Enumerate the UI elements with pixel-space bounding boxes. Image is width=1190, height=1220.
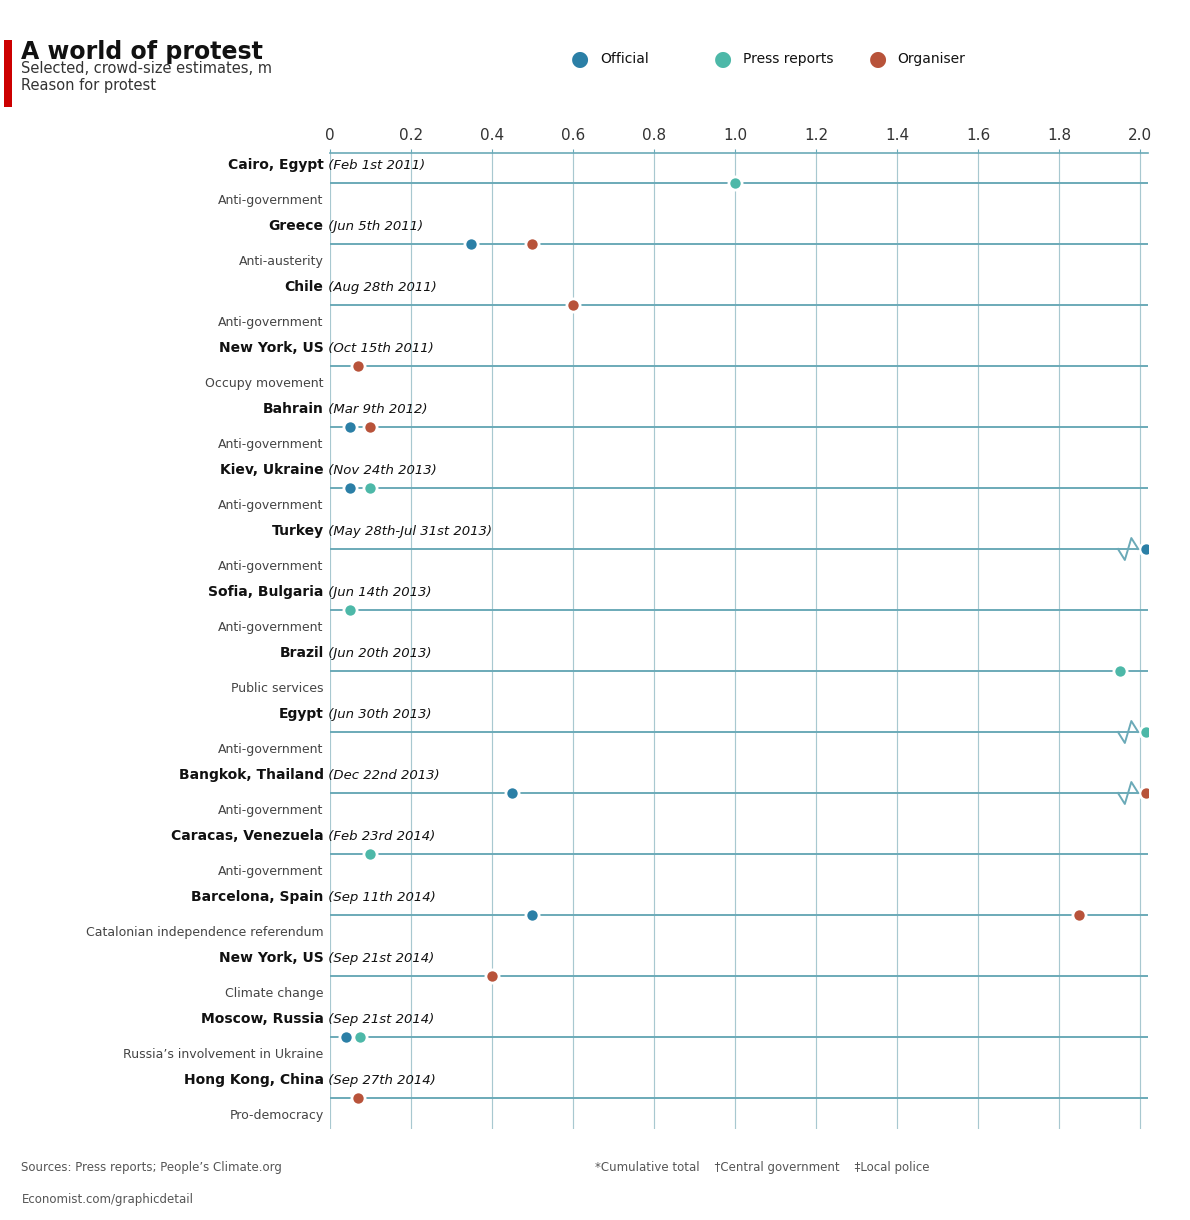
Text: A world of protest: A world of protest [21,40,263,65]
Text: Anti-government: Anti-government [218,865,324,878]
Text: (Sep 21st 2014): (Sep 21st 2014) [324,1013,434,1026]
Text: ●: ● [571,49,589,68]
Text: Anti-government: Anti-government [218,194,324,207]
Text: Bahrain: Bahrain [263,403,324,416]
Text: Public services: Public services [231,682,324,695]
Text: Occupy movement: Occupy movement [205,377,324,390]
Point [502,783,521,803]
Text: (Feb 1st 2011): (Feb 1st 2011) [324,159,425,172]
Text: (Sep 21st 2014): (Sep 21st 2014) [324,952,434,965]
Point [349,1088,368,1108]
Text: Sofia, Bulgaria: Sofia, Bulgaria [208,586,324,599]
Text: New York, US: New York, US [219,952,324,965]
Point [1136,722,1155,742]
Text: Official: Official [600,51,649,66]
Text: Press reports: Press reports [743,51,833,66]
Text: Barcelona, Spain: Barcelona, Spain [192,891,324,904]
Point [462,234,481,254]
Text: (Nov 24th 2013): (Nov 24th 2013) [324,464,437,477]
Text: (Jun 14th 2013): (Jun 14th 2013) [324,586,431,599]
Text: (Feb 23rd 2014): (Feb 23rd 2014) [324,830,434,843]
Point [349,356,368,376]
Point [522,234,541,254]
Text: Climate change: Climate change [225,987,324,1000]
Text: Bangkok, Thailand: Bangkok, Thailand [178,769,324,782]
Text: Turkey: Turkey [271,525,324,538]
Text: Economist.com/graphicdetail: Economist.com/graphicdetail [21,1193,194,1207]
Text: Reason for protest: Reason for protest [21,78,156,93]
Text: ○: ○ [869,49,887,68]
Text: Anti-government: Anti-government [218,804,324,817]
Point [337,1027,356,1047]
Text: ○: ○ [571,49,589,68]
Text: Sources: Press reports; People’s Climate.org: Sources: Press reports; People’s Climate… [21,1161,282,1175]
Point [1070,905,1089,925]
Text: Anti-government: Anti-government [218,621,324,634]
Point [482,966,501,986]
Text: ○: ○ [714,49,732,68]
Text: Kiev, Ukraine: Kiev, Ukraine [220,464,324,477]
Text: (Sep 27th 2014): (Sep 27th 2014) [324,1074,436,1087]
Text: Egypt: Egypt [278,708,324,721]
Text: Anti-government: Anti-government [218,560,324,573]
Text: Anti-austerity: Anti-austerity [239,255,324,268]
Text: Hong Kong, China: Hong Kong, China [183,1074,324,1087]
Point [726,173,745,193]
Point [340,417,359,437]
Point [563,295,582,315]
Text: Anti-government: Anti-government [218,743,324,756]
Text: (Dec 22nd 2013): (Dec 22nd 2013) [324,769,439,782]
Text: (Sep 11th 2014): (Sep 11th 2014) [324,891,436,904]
Text: (Aug 28th 2011): (Aug 28th 2011) [324,281,437,294]
Text: (Mar 9th 2012): (Mar 9th 2012) [324,403,427,416]
Point [340,478,359,498]
Point [351,1027,370,1047]
Point [361,417,380,437]
Point [522,905,541,925]
Text: (Jun 5th 2011): (Jun 5th 2011) [324,220,422,233]
Point [361,844,380,864]
Text: Selected, crowd-size estimates, m: Selected, crowd-size estimates, m [21,61,273,76]
Text: Anti-government: Anti-government [218,438,324,451]
Text: Moscow, Russia: Moscow, Russia [201,1013,324,1026]
Text: (Oct 15th 2011): (Oct 15th 2011) [324,342,433,355]
Text: Chile: Chile [284,281,324,294]
Text: (May 28th-Jul 31st 2013): (May 28th-Jul 31st 2013) [324,525,491,538]
Text: Anti-government: Anti-government [218,316,324,329]
Text: (Jun 30th 2013): (Jun 30th 2013) [324,708,431,721]
Text: *Cumulative total    †Central government    ‡Local police: *Cumulative total †Central government ‡L… [595,1161,929,1175]
Text: ●: ● [714,49,732,68]
Point [1136,539,1155,559]
Text: (Jun 20th 2013): (Jun 20th 2013) [324,647,431,660]
Text: New York, US: New York, US [219,342,324,355]
Point [361,478,380,498]
Point [1110,661,1129,681]
Text: Cairo, Egypt: Cairo, Egypt [227,159,324,172]
Text: Greece: Greece [269,220,324,233]
Text: Catalonian independence referendum: Catalonian independence referendum [86,926,324,939]
Text: Russia’s involvement in Ukraine: Russia’s involvement in Ukraine [124,1048,324,1061]
Text: Anti-government: Anti-government [218,499,324,512]
Text: Organiser: Organiser [897,51,965,66]
Text: Pro-democracy: Pro-democracy [230,1109,324,1122]
Text: ●: ● [869,49,887,68]
Text: Caracas, Venezuela: Caracas, Venezuela [171,830,324,843]
Point [340,600,359,620]
Point [1136,783,1155,803]
Text: Brazil: Brazil [280,647,324,660]
